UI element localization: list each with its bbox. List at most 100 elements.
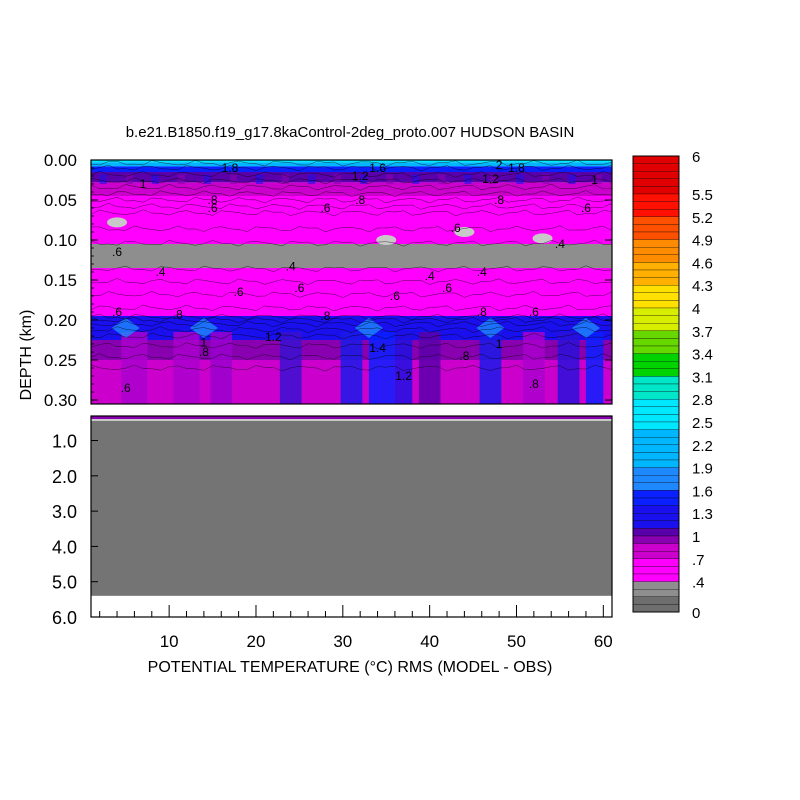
- colorbar-box-3: [632, 178, 680, 187]
- depth-band-6: [91, 216, 612, 232]
- lower-ytick-label-3: 4.0: [52, 537, 77, 557]
- field-feature-5: [418, 332, 441, 404]
- upper-ytick-label-2: 0.10: [44, 231, 77, 250]
- contour-label-19: .4: [425, 269, 435, 283]
- contour-line-9: [90, 225, 613, 233]
- colorbar-label-5: 4.3: [692, 278, 713, 295]
- colorbar-label-4: 4.6: [692, 255, 713, 272]
- contour-line-16: [90, 316, 613, 324]
- lower-panel-frame: [90, 415, 613, 618]
- contour-label-21: .6: [442, 281, 452, 295]
- colorbar-box-53: [632, 558, 680, 567]
- colorbar-box-31: [632, 391, 680, 400]
- depth-band-9: [91, 268, 612, 280]
- upper-ytick-label-6: 0.30: [44, 391, 77, 410]
- colorbar-label-14: 1.6: [692, 483, 713, 500]
- field-feature-45: [386, 174, 394, 184]
- contour-label-35: .8: [459, 349, 469, 363]
- upper-ytick-label-3: 0.15: [44, 271, 77, 290]
- colorbar-label-16: 1: [692, 529, 700, 546]
- contour-line-1: [90, 164, 613, 172]
- contour-line-19: [90, 332, 613, 340]
- field-feature-42: [308, 174, 316, 184]
- contour-label-24: .6: [390, 289, 400, 303]
- upper-panel-frame: [90, 159, 613, 405]
- colorbar-box-10: [632, 231, 680, 240]
- field-feature-20: [194, 249, 213, 260]
- field-feature-25: [385, 251, 404, 261]
- contour-line-18: [90, 326, 613, 333]
- depth-band-0: [91, 160, 612, 163]
- field-feature-23: [325, 252, 344, 263]
- colorbar-box-58: [632, 596, 680, 605]
- field-feature-46: [412, 174, 420, 184]
- contour-label-7: 1: [591, 173, 598, 187]
- field-feature-8: [585, 332, 604, 404]
- colorbar-label-3: 4.9: [692, 233, 713, 250]
- contour-label-26: .8: [173, 307, 183, 321]
- colorbar-box-5: [632, 193, 680, 202]
- colorbar-box-45: [632, 497, 680, 506]
- colorbar-box-44: [632, 490, 680, 499]
- xtick-label-5: 60: [594, 632, 613, 651]
- contour-label-31: 1.4: [369, 341, 386, 355]
- x-axis-ticks: 10 20 30 40 50 60: [99, 605, 613, 651]
- field-feature-41: [282, 174, 290, 184]
- contour-label-15: .4: [555, 237, 565, 251]
- field-feature-35: [125, 174, 133, 184]
- contour-label-11: .8: [355, 193, 365, 207]
- colorbar-label-1: 5.5: [692, 187, 713, 204]
- field-feature-11: [522, 332, 545, 404]
- field-feature-27: [507, 249, 526, 260]
- colorbar-box-4: [632, 186, 680, 195]
- colorbar-label-9: 3.1: [692, 369, 713, 386]
- colorbar-box-0: [632, 155, 680, 164]
- contour-label-1: 1.6: [369, 161, 386, 175]
- colorbar-box-29: [632, 376, 680, 385]
- field-feature-26: [464, 251, 483, 262]
- lower-ytick-label-5: 6.0: [52, 608, 77, 628]
- depth-band-1: [91, 162, 612, 167]
- contour-line-5: [90, 190, 613, 197]
- colorbar-label-12: 2.2: [692, 438, 713, 455]
- field-feature-15: [111, 318, 140, 338]
- colorbar-box-59: [632, 604, 680, 613]
- colorbar-label-2: 5.2: [692, 210, 713, 227]
- upper-y-axis-ticks: 0.00 0.05 0.10 0.15 0.20 0.25 0.30: [44, 151, 612, 410]
- colorbar-box-33: [632, 406, 680, 415]
- field-feature-31: [376, 235, 397, 245]
- colorbar-box-15: [632, 269, 680, 278]
- depth-band-3: [91, 172, 612, 183]
- field-feature-34: [99, 174, 107, 184]
- contour-label-32: 1.2: [395, 369, 412, 383]
- upper-ytick-label-4: 0.20: [44, 311, 77, 330]
- colorbar-box-41: [632, 467, 680, 476]
- colorbar-box-39: [632, 452, 680, 461]
- colorbar-label-17: .7: [692, 552, 705, 569]
- x-axis-label: POTENTIAL TEMPERATURE (°C) RMS (MODEL - …: [148, 659, 553, 676]
- colorbar-box-36: [632, 429, 680, 438]
- colorbar-box-54: [632, 566, 680, 575]
- contour-label-2: 1.8: [508, 161, 525, 175]
- contour-label-8: .8: [208, 193, 218, 207]
- colorbar-box-22: [632, 323, 680, 331]
- colorbar-label-13: 1.9: [692, 461, 713, 478]
- contour-label-12: .8: [494, 193, 504, 207]
- colorbar-box-30: [632, 383, 680, 392]
- lower-panel-top-strip: [91, 416, 612, 421]
- colorbar-box-52: [632, 551, 680, 559]
- colorbar-box-55: [632, 573, 680, 582]
- colorbar-box-18: [632, 292, 680, 301]
- field-feature-29: [576, 251, 595, 261]
- contour-line-4: [90, 183, 613, 191]
- lower-strip-purple: [91, 416, 612, 419]
- contour-line-0: [90, 159, 613, 167]
- contour-label-37: .6: [121, 381, 131, 395]
- contour-line-15: [90, 313, 613, 321]
- contour-line-3: [90, 177, 613, 185]
- contour-label-0: 1.8: [222, 161, 239, 175]
- colorbar-label-15: 1.3: [692, 506, 713, 523]
- colorbar-box-17: [632, 285, 680, 293]
- contour-label-17: .4: [155, 265, 165, 279]
